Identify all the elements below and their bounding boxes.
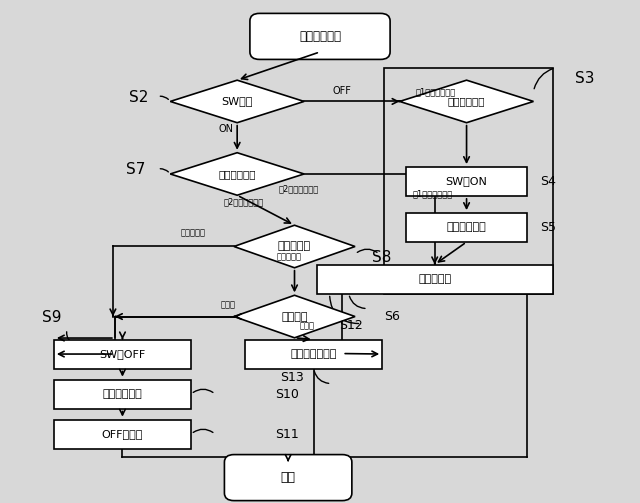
- Bar: [54, 340, 191, 369]
- Text: タイマー: タイマー: [281, 311, 308, 321]
- Polygon shape: [170, 80, 304, 123]
- Text: 第1の閾値範囲外: 第1の閾値範囲外: [412, 190, 452, 199]
- Polygon shape: [234, 295, 355, 338]
- Text: 停止中: 停止中: [300, 321, 315, 330]
- Text: 操作可能ランプ: 操作可能ランプ: [291, 349, 337, 359]
- Text: 簡易モード: 簡易モード: [181, 228, 206, 237]
- Text: 起動中: 起動中: [221, 300, 236, 309]
- Text: 第2の閾値範囲外: 第2の閾値範囲外: [278, 184, 319, 193]
- Bar: [406, 167, 527, 196]
- Bar: [54, 380, 191, 408]
- Polygon shape: [399, 80, 534, 123]
- Text: タイマー停止: タイマー停止: [102, 389, 142, 399]
- Polygon shape: [234, 225, 355, 268]
- Bar: [54, 420, 191, 449]
- Text: モード判定: モード判定: [278, 241, 311, 252]
- Text: S2: S2: [129, 90, 148, 105]
- Text: SW状態: SW状態: [221, 97, 253, 107]
- Text: S4: S4: [540, 175, 556, 188]
- Text: ランプ消灯: ランプ消灯: [418, 274, 451, 284]
- Bar: [317, 265, 552, 294]
- Bar: [406, 213, 527, 242]
- Polygon shape: [170, 153, 304, 195]
- Text: 通信距離変化: 通信距離変化: [299, 30, 341, 43]
- Text: S8: S8: [372, 250, 392, 265]
- Text: S7: S7: [125, 162, 145, 178]
- Text: 第2の閾値範囲内: 第2の閾値範囲内: [223, 197, 264, 206]
- Text: S5: S5: [540, 221, 556, 234]
- Text: タイマー起動: タイマー起動: [447, 222, 486, 232]
- Text: 第1の閾値範囲内: 第1の閾値範囲内: [415, 87, 456, 96]
- Text: OFF: OFF: [333, 87, 351, 97]
- Text: ON: ON: [218, 124, 233, 134]
- Text: S10: S10: [275, 388, 300, 400]
- Text: SWをOFF: SWをOFF: [99, 349, 145, 359]
- Text: S13: S13: [280, 371, 304, 384]
- Bar: [245, 340, 382, 369]
- FancyBboxPatch shape: [250, 14, 390, 59]
- Text: S11: S11: [275, 428, 299, 441]
- Text: 通信距離判定: 通信距離判定: [448, 97, 485, 107]
- Text: S3: S3: [575, 71, 595, 87]
- Text: 通信距離判定: 通信距離判定: [218, 169, 256, 179]
- Text: 通常モード: 通常モード: [276, 252, 301, 261]
- FancyBboxPatch shape: [225, 455, 352, 500]
- Text: S12: S12: [339, 318, 363, 331]
- Bar: [384, 68, 552, 294]
- Text: OFFランプ: OFFランプ: [102, 429, 143, 439]
- Text: 終了: 終了: [280, 471, 296, 484]
- Text: SWをON: SWをON: [445, 177, 488, 187]
- Text: S9: S9: [42, 310, 61, 325]
- Text: S6: S6: [384, 310, 399, 323]
